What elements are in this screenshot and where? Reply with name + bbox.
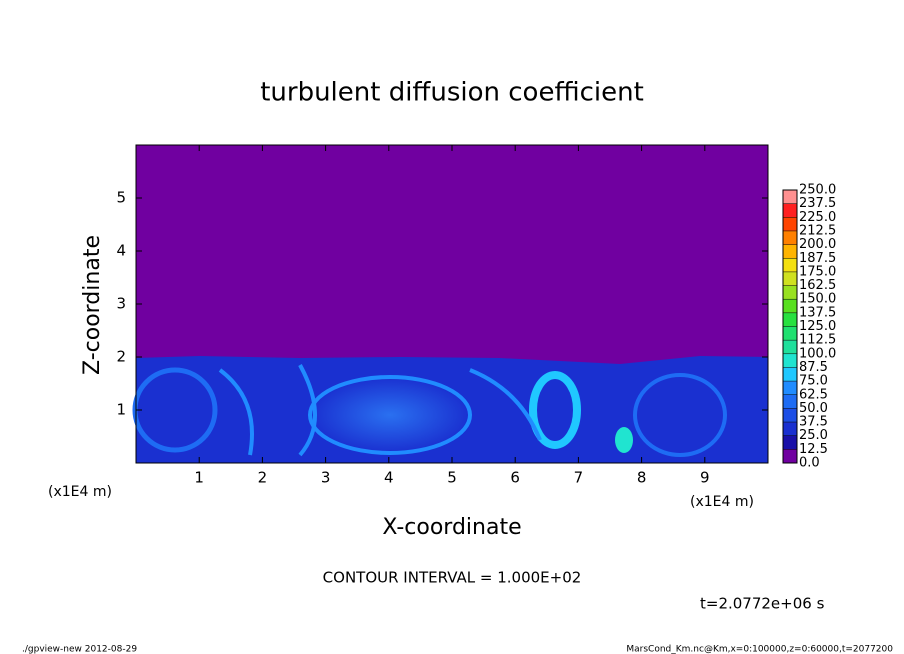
eddy <box>633 373 727 457</box>
colorbar-band <box>783 299 797 313</box>
x-tick-label: 6 <box>510 469 520 487</box>
field <box>132 144 769 464</box>
colorbar-label: 137.5 <box>799 305 836 320</box>
x-unit-label-right: (x1E4 m) <box>690 494 754 510</box>
colorbar-band <box>783 203 797 218</box>
y-tick-label: 4 <box>116 242 126 260</box>
colorbar-label: 225.0 <box>799 210 836 225</box>
streak <box>218 364 542 457</box>
x-tick-label: 9 <box>700 469 710 487</box>
contour-interval: CONTOUR INTERVAL = 1.000E+02 <box>323 569 582 587</box>
colorbar-band <box>783 422 797 436</box>
time-label: t=2.0772e+06 s <box>700 595 825 613</box>
eddy <box>308 375 472 455</box>
footer-left: ./gpview-new 2012-08-29 <box>22 645 137 654</box>
colorbar-band <box>783 381 797 395</box>
y-tick-label: 2 <box>116 348 126 366</box>
colorbar-label: 125.0 <box>799 319 836 334</box>
colorbar-label: 62.5 <box>799 387 828 402</box>
x-tick-label: 1 <box>194 469 204 487</box>
colorbar-label: 175.0 <box>799 264 836 279</box>
colorbar-label: 112.5 <box>799 333 836 348</box>
colorbar-label: 250.0 <box>799 183 836 198</box>
colorbar-label: 50.0 <box>799 401 828 416</box>
colorbar-label: 87.5 <box>799 360 828 375</box>
colorbar-band <box>783 353 797 368</box>
colorbar-band <box>783 244 797 259</box>
y-axis-label: Z-coordinate <box>80 235 105 375</box>
colorbar-band <box>783 285 797 300</box>
x-tick-label: 3 <box>321 469 331 487</box>
y-tick-label: 5 <box>116 189 126 207</box>
colorbar-label: 0.0 <box>799 456 820 471</box>
colorbar-label: 12.5 <box>799 442 828 457</box>
colorbar-band <box>783 394 797 409</box>
x-tick-label: 7 <box>574 469 584 487</box>
x-tick-label: 2 <box>258 469 268 487</box>
eddy <box>529 371 581 449</box>
footer-right: MarsCond_Km.nc@Km,x=0:100000,z=0:60000,t… <box>626 645 893 654</box>
colorbar-label: 150.0 <box>799 292 836 307</box>
y-tick-label: 1 <box>116 401 126 419</box>
chart-title: turbulent diffusion coefficient <box>260 78 644 108</box>
colorbar-label: 200.0 <box>799 237 836 252</box>
colorbar-band <box>783 449 797 463</box>
colorbar-band <box>783 271 797 286</box>
y-tick-label: 3 <box>116 295 126 313</box>
x-tick-label: 5 <box>447 469 457 487</box>
colorbar-label: 37.5 <box>799 415 828 430</box>
colorbar-band <box>783 435 797 450</box>
eddy <box>132 367 218 453</box>
eddy <box>615 427 633 453</box>
colorbar-band <box>783 258 797 272</box>
colorbar-band <box>783 408 797 423</box>
colorbar-band <box>783 190 797 204</box>
colorbar-label: 100.0 <box>799 346 836 361</box>
x-tick-label: 8 <box>637 469 647 487</box>
colorbar-label: 187.5 <box>799 251 836 266</box>
colorbar-band <box>783 367 797 382</box>
colorbar-band <box>783 230 797 245</box>
colorbar-band <box>783 340 797 354</box>
colorbar-label: 25.0 <box>799 428 828 443</box>
colorbar-band <box>783 312 797 327</box>
colorbar-label: 212.5 <box>799 223 836 238</box>
colorbar-band <box>783 326 797 341</box>
colorbar-label: 162.5 <box>799 278 836 293</box>
colorbar-label: 75.0 <box>799 374 828 389</box>
colorbar-band <box>783 217 797 231</box>
colorbar-label: 237.5 <box>799 196 836 211</box>
x-axis-label: X-coordinate <box>382 515 521 540</box>
x-unit-label: (x1E4 m) <box>48 484 112 500</box>
x-tick-label: 4 <box>384 469 394 487</box>
